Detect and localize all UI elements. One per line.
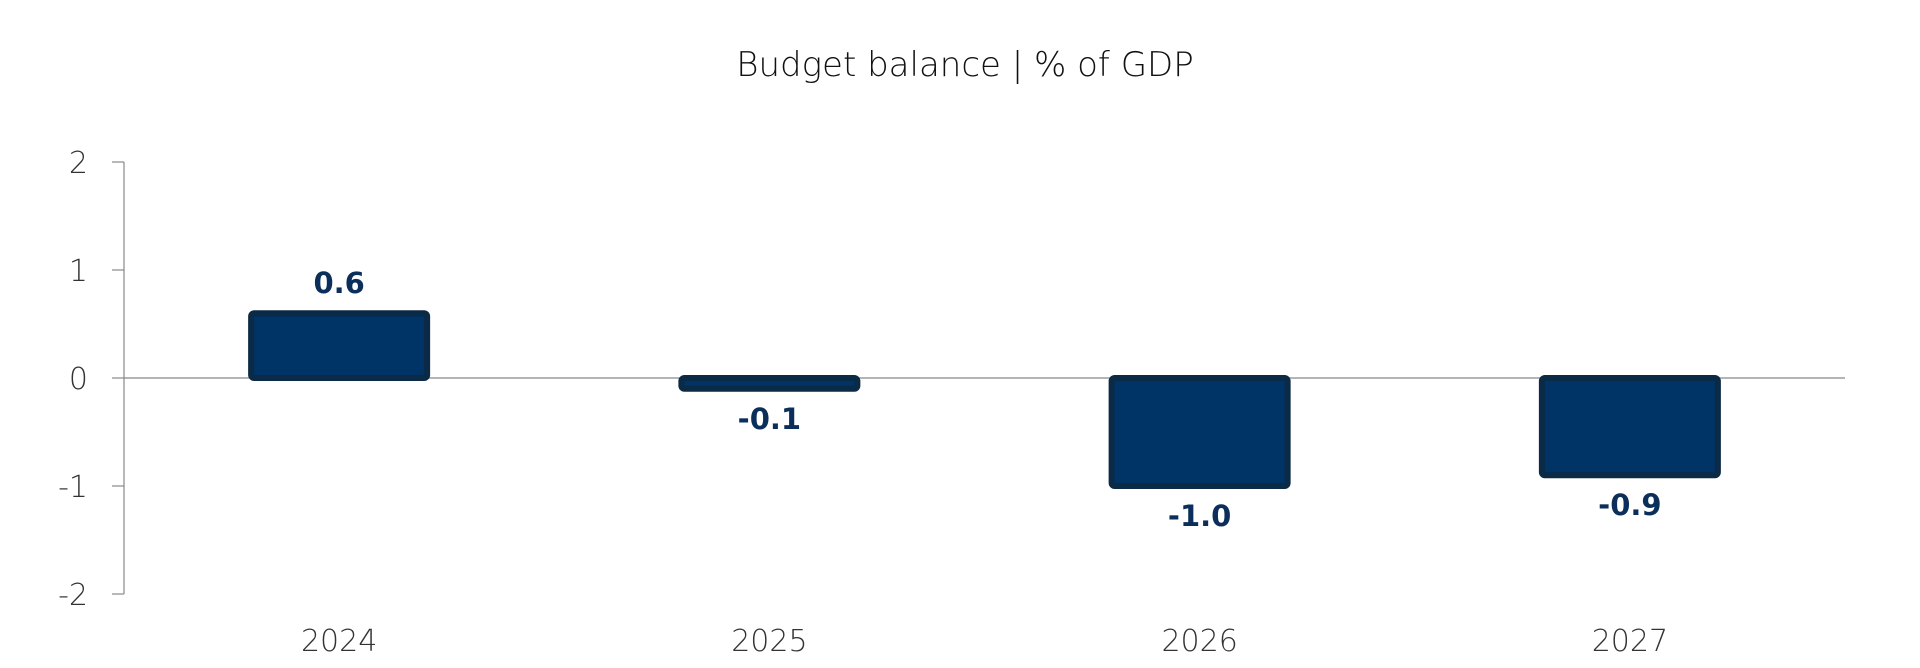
x-tick-label-2025: 2025 <box>731 624 807 659</box>
data-label-2024: 0.6 <box>313 266 364 300</box>
bar-2027 <box>1538 375 1721 479</box>
bars <box>248 310 1721 489</box>
y-tick-label: 0 <box>69 362 88 397</box>
x-axis: 2024 2025 2026 2027 <box>301 624 1668 659</box>
y-tick-label: 2 <box>69 146 88 181</box>
x-tick-label-2027: 2027 <box>1592 624 1668 659</box>
x-tick-label-2024: 2024 <box>301 624 377 659</box>
x-tick-label-2026: 2026 <box>1161 624 1237 659</box>
y-tick-label: -2 <box>58 578 88 613</box>
y-axis: 2 1 0 -1 -2 <box>58 146 1845 613</box>
data-labels: 0.6 -0.1 -1.0 -0.9 <box>313 266 1661 533</box>
bar-2026 <box>1108 375 1291 489</box>
chart-title: Budget balance | % of GDP <box>736 45 1194 85</box>
y-tick-label: 1 <box>69 254 88 289</box>
data-label-2026: -1.0 <box>1168 499 1231 533</box>
data-label-2027: -0.9 <box>1598 488 1661 522</box>
y-tick-label: -1 <box>58 470 88 505</box>
data-label-2025: -0.1 <box>738 402 801 436</box>
bar-2024 <box>248 310 431 382</box>
bar-2025 <box>678 375 861 392</box>
